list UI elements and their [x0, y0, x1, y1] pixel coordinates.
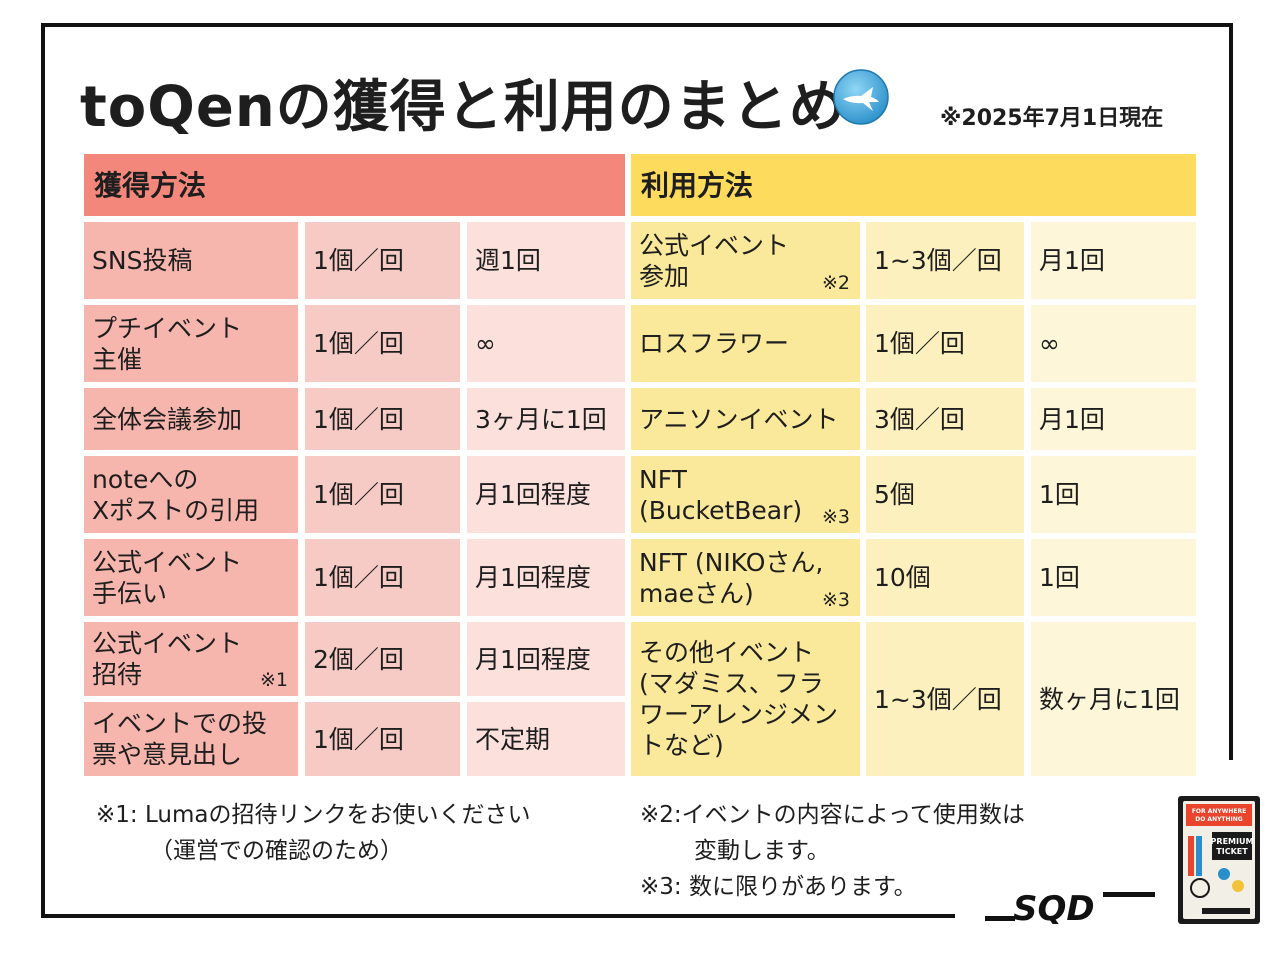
use-row-6-amount: 1~3個／回 — [866, 622, 1024, 776]
earn-row-7-method: イベントでの投 票や意見出し — [84, 702, 298, 776]
earn-row-4-method: noteへの Xポストの引用 — [84, 456, 298, 533]
earn-row-5-method: 公式イベント 手伝い — [84, 539, 298, 616]
use-row-5-footnote-mark: ※3 — [822, 589, 851, 611]
note-3: ※3: 数に限りがあります。 — [640, 874, 917, 900]
use-row-1-method: 公式イベント 参加 — [631, 222, 860, 299]
earn-row-1-method: SNS投稿 — [84, 222, 298, 299]
use-row-3-method: アニソンイベント — [631, 388, 860, 450]
use-row-4-method: NFT (BucketBear) — [631, 456, 860, 533]
earn-row-3-amount: 1個／回 — [305, 388, 460, 450]
earn-row-1-amount: 1個／回 — [305, 222, 460, 299]
earn-row-1-frequency: 週1回 — [467, 222, 625, 299]
earn-row-6-method: 公式イベント 招待 — [84, 622, 298, 696]
use-row-4-amount: 5個 — [866, 456, 1024, 533]
note-2-line-2: 変動します。 — [694, 838, 830, 864]
use-row-6-frequency: 数ヶ月に1回 — [1031, 622, 1196, 776]
use-row-5-amount: 10個 — [866, 539, 1024, 616]
earn-row-3-method: 全体会議参加 — [84, 388, 298, 450]
use-row-6-method: その他イベント (マダミス、フラ ワーアレンジメン トなど) — [631, 622, 860, 776]
earn-row-2-frequency: ∞ — [467, 305, 625, 382]
earn-row-5-frequency: 月1回程度 — [467, 539, 625, 616]
note-1-line-1: ※1: Lumaの招待リンクをお使いください — [96, 802, 531, 828]
ticket-text-2: DO ANYTHING — [1195, 816, 1243, 823]
earn-row-4-frequency: 月1回程度 — [467, 456, 625, 533]
earn-row-2-amount: 1個／回 — [305, 305, 460, 382]
note-2-line-1: ※2:イベントの内容によって使用数は — [640, 802, 1025, 828]
use-row-2-amount: 1個／回 — [866, 305, 1024, 382]
earn-row-4-amount: 1個／回 — [305, 456, 460, 533]
use-row-5-frequency: 1回 — [1031, 539, 1196, 616]
ticket-text-3: PREMIUM — [1211, 837, 1254, 846]
toqen-coin-icon — [833, 69, 889, 125]
use-row-3-frequency: 月1回 — [1031, 388, 1196, 450]
use-row-1-frequency: 月1回 — [1031, 222, 1196, 299]
note-1-line-2: （運営での確認のため） — [150, 838, 403, 864]
use-row-5-method: NFT (NIKOさん, maeさん) — [631, 539, 860, 616]
frame-gap — [955, 906, 1245, 926]
use-row-3-amount: 3個／回 — [866, 388, 1024, 450]
premium-ticket-image: FOR ANYWHERE DO ANYTHING PREMIUM TICKET — [1178, 796, 1260, 924]
earn-heading: 獲得方法 — [84, 154, 625, 216]
earn-row-5-amount: 1個／回 — [305, 539, 460, 616]
ticket-text-4: TICKET — [1216, 847, 1248, 856]
ticket-text-1: FOR ANYWHERE — [1192, 808, 1246, 815]
earn-row-3-frequency: 3ヶ月に1回 — [467, 388, 625, 450]
earn-row-6-footnote-mark: ※1 — [260, 669, 289, 691]
use-row-2-method: ロスフラワー — [631, 305, 860, 382]
earn-row-2-method: プチイベント 主催 — [84, 305, 298, 382]
page-title: toQenの獲得と利用のまとめ — [80, 75, 846, 140]
use-row-4-frequency: 1回 — [1031, 456, 1196, 533]
use-row-1-footnote-mark: ※2 — [822, 272, 851, 294]
use-heading: 利用方法 — [631, 154, 1196, 216]
use-row-4-footnote-mark: ※3 — [822, 506, 851, 528]
earn-row-6-frequency: 月1回程度 — [467, 622, 625, 696]
as-of-date: ※2025年7月1日現在 — [940, 106, 1164, 131]
brand-name: SQD — [1013, 889, 1095, 924]
use-row-1-amount: 1~3個／回 — [866, 222, 1024, 299]
earn-row-7-frequency: 不定期 — [467, 702, 625, 776]
sqd-logo: SQD — [985, 889, 1155, 924]
earn-row-6-amount: 2個／回 — [305, 622, 460, 696]
earn-row-7-amount: 1個／回 — [305, 702, 460, 776]
use-row-2-frequency: ∞ — [1031, 305, 1196, 382]
